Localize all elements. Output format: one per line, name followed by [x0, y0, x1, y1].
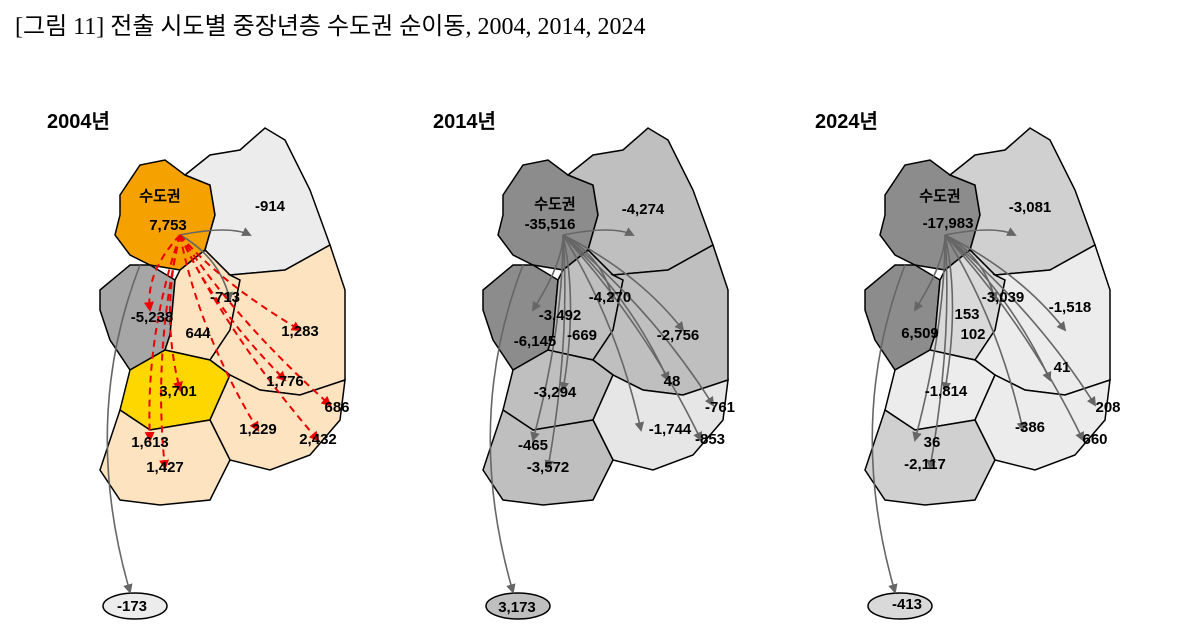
flow-arrow: [159, 234, 181, 470]
flow-arrow: [871, 264, 906, 594]
region-label: 수도권: [534, 195, 575, 213]
region-label: 1,229: [239, 421, 277, 438]
region: [864, 408, 996, 506]
region-label: 수도권: [919, 187, 960, 205]
flow-arrow: [562, 234, 703, 442]
region: [102, 592, 168, 620]
region-label: 102: [960, 326, 985, 343]
region-label: -3,081: [1009, 199, 1052, 216]
region-label: -3,294: [534, 384, 577, 401]
map-year: 2004년: [47, 110, 110, 133]
flow-arrow: [106, 264, 141, 594]
flow-arrow: [562, 234, 670, 382]
flow-arrow: [562, 234, 715, 407]
region-label: 208: [1095, 399, 1120, 416]
flow-arrow: [489, 264, 524, 594]
region-label: 3,173: [498, 599, 536, 616]
region-label: 660: [1082, 431, 1107, 448]
region-label: 644: [185, 325, 211, 342]
region: [485, 592, 551, 620]
flow-arrow: [944, 234, 1067, 332]
flow-arrow: [562, 234, 645, 432]
region-label: -3,039: [982, 289, 1025, 306]
region-label: -713: [210, 289, 240, 306]
region-label: 686: [324, 399, 349, 416]
flow-arrow: [179, 227, 252, 236]
region-label: 41: [1054, 359, 1071, 376]
region-label: 2,432: [299, 431, 337, 448]
flow-arrow: [926, 234, 948, 470]
region-label: 6,509: [901, 325, 939, 342]
flow-arrow: [179, 234, 332, 407]
flow-arrow: [144, 234, 181, 442]
flow-arrow: [912, 234, 946, 442]
region-label: 48: [664, 373, 681, 390]
map-year: 2014년: [433, 110, 496, 133]
flow-arrow: [944, 227, 1017, 236]
region-label: 7,753: [149, 217, 187, 234]
flow-arrow: [944, 234, 1097, 407]
map: 2014년수도권-35,516-4,274-4,270-3,492-6,145-…: [433, 110, 735, 620]
region: [867, 592, 933, 620]
flow-arrow: [944, 234, 1027, 432]
region-label: -2,756: [657, 327, 700, 344]
flow-arrow: [941, 234, 954, 392]
region-label: -2,117: [904, 456, 946, 473]
region-label: -3,572: [527, 459, 570, 476]
map-year: 2024년: [815, 110, 878, 133]
flow-arrow: [143, 234, 181, 312]
region-label: -669: [567, 327, 597, 344]
flow-arrow: [559, 234, 572, 392]
region-label: -761: [705, 399, 735, 416]
region-label: -465: [518, 437, 548, 454]
region-label: -35,516: [525, 216, 576, 233]
region-label: 1,427: [146, 459, 184, 476]
region-label: -853: [695, 431, 725, 448]
region-label: -914: [255, 198, 286, 215]
region-label: -4,270: [589, 289, 632, 306]
region-label: 153: [954, 306, 979, 323]
flow-arrow: [544, 234, 566, 470]
region-label: 3,701: [159, 383, 197, 400]
flow-arrow: [179, 234, 233, 302]
region-label: -386: [1015, 419, 1045, 436]
region-label: -4,274: [622, 201, 665, 218]
region-label: -3,492: [539, 307, 582, 324]
flow-arrow: [179, 234, 287, 382]
flow-arrow: [944, 234, 1052, 382]
region-label: -17,983: [923, 215, 974, 232]
region: [99, 408, 231, 506]
region-label: 1,613: [131, 434, 169, 451]
region-label: -1,744: [649, 421, 692, 438]
region: [482, 408, 614, 506]
region-label: 1,283: [281, 323, 319, 340]
region-label: -6,145: [514, 333, 557, 350]
flow-arrow: [530, 234, 564, 442]
flow-arrow: [944, 234, 1085, 442]
figure-title: [그림 11] 전출 시도별 중장년층 수도권 순이동, 2004, 2014,…: [15, 13, 645, 40]
region-label: -1,518: [1049, 299, 1092, 316]
region-label: 수도권: [139, 187, 180, 205]
region-label: -413: [892, 596, 922, 613]
flow-arrow: [179, 234, 320, 442]
region-label: -5,238: [131, 309, 174, 326]
flow-arrow: [562, 234, 685, 332]
flow-arrow: [562, 227, 635, 236]
region-label: 36: [924, 434, 941, 451]
region-label: -173: [117, 598, 147, 615]
region-label: -1,814: [925, 383, 968, 400]
flow-arrow: [179, 234, 302, 332]
flow-arrow: [179, 234, 260, 432]
region-label: 1,776: [266, 373, 304, 390]
